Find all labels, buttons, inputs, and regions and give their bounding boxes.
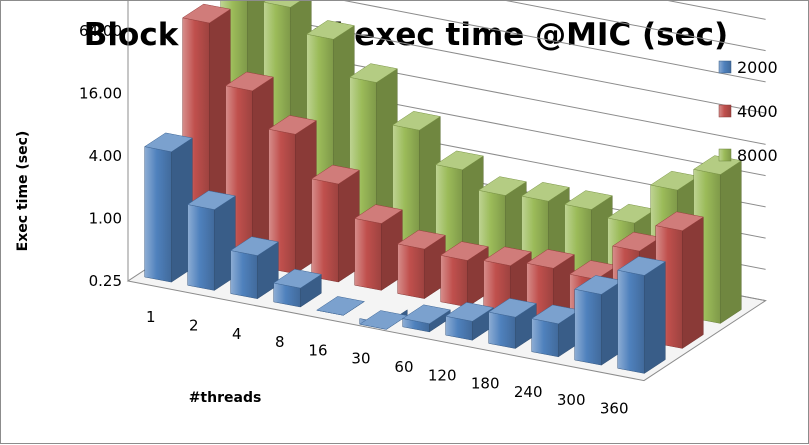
x-tick-label: 60 bbox=[394, 358, 413, 376]
bar bbox=[445, 302, 494, 341]
y-tick-label: 16.00 bbox=[79, 85, 122, 103]
bar bbox=[574, 275, 623, 366]
gridline bbox=[344, 1, 766, 83]
plot-area: 0.25 1.00 4.00 16.00 64.00 1 2 4 8 16 30 60 120 180 24… bbox=[79, 1, 767, 417]
legend-item: 8000 bbox=[718, 146, 778, 165]
bar bbox=[273, 268, 322, 308]
bar bbox=[354, 204, 403, 291]
y-tick-label: 64.00 bbox=[79, 22, 122, 40]
x-tick-label: 1 bbox=[146, 308, 156, 326]
x-tick-label: 8 bbox=[275, 333, 285, 351]
bar bbox=[316, 296, 365, 316]
legend-swatch bbox=[718, 148, 732, 162]
legend: 2000 4000 8000 bbox=[718, 58, 778, 165]
bar bbox=[617, 256, 666, 374]
legend-item: 4000 bbox=[718, 102, 778, 121]
bar bbox=[488, 298, 537, 349]
x-tick-label: 2 bbox=[189, 316, 199, 334]
bar bbox=[144, 132, 193, 283]
x-tick-label: 360 bbox=[600, 399, 629, 417]
x-tick-label: 4 bbox=[232, 325, 242, 343]
legend-label: 2000 bbox=[737, 58, 778, 77]
legend-swatch bbox=[718, 104, 732, 118]
legend-label: 4000 bbox=[737, 102, 778, 121]
x-tick-label: 180 bbox=[471, 375, 500, 393]
legend-swatch bbox=[718, 60, 732, 74]
x-tick-label: 120 bbox=[428, 366, 457, 384]
chart-title: Block Diagonal exec time @MIC (sec) bbox=[84, 17, 728, 53]
bar bbox=[187, 190, 236, 291]
bar bbox=[440, 241, 489, 308]
legend-label: 8000 bbox=[737, 146, 778, 165]
bar bbox=[311, 164, 360, 283]
x-tick-label: 240 bbox=[514, 383, 543, 401]
bar bbox=[359, 309, 408, 330]
gridline bbox=[505, 1, 766, 52]
bar bbox=[397, 229, 446, 300]
bar bbox=[230, 236, 279, 300]
x-tick-label: 30 bbox=[351, 350, 370, 368]
gridline bbox=[667, 1, 766, 20]
legend-item: 2000 bbox=[718, 58, 778, 77]
y-tick-label: 4.00 bbox=[89, 147, 122, 165]
x-tick-label: 300 bbox=[557, 391, 586, 409]
x-tick-label: 16 bbox=[308, 341, 327, 359]
bar bbox=[268, 115, 317, 275]
y-tick-label: 0.25 bbox=[89, 272, 122, 290]
bar bbox=[531, 304, 580, 358]
y-axis-label: Exec time (sec) bbox=[15, 131, 31, 252]
bar bbox=[402, 304, 451, 333]
y-tick-label: 1.00 bbox=[89, 210, 122, 228]
x-axis-label: #threads bbox=[189, 390, 262, 406]
